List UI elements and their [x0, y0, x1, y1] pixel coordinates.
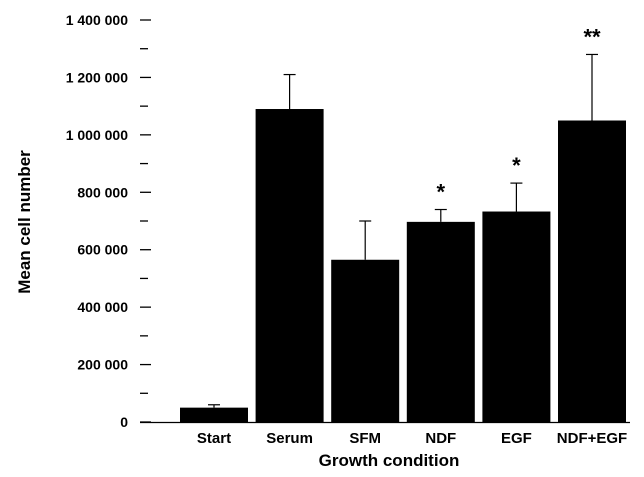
- bar: [558, 120, 626, 422]
- y-tick-label: 800 000: [77, 184, 128, 200]
- y-tick-label: 600 000: [77, 242, 128, 258]
- y-axis-title: Mean cell number: [15, 150, 34, 294]
- significance-label: *: [512, 153, 521, 178]
- x-axis-title: Growth condition: [319, 451, 460, 470]
- bar: [482, 211, 551, 422]
- bar: [255, 109, 324, 422]
- x-tick-label: Start: [197, 430, 231, 447]
- y-tick-label: 400 000: [77, 299, 128, 315]
- error-bars: [208, 53, 598, 408]
- bar: [180, 407, 248, 422]
- x-tick-label: EGF: [501, 430, 532, 447]
- bar: [331, 259, 400, 422]
- y-tick-label: 1 200 000: [66, 69, 128, 85]
- y-tick-label: 200 000: [77, 357, 128, 373]
- x-tick-label: SFM: [349, 430, 381, 447]
- x-tick-label: NDF+EGF: [557, 430, 627, 447]
- x-tick-label: NDF: [425, 430, 456, 447]
- bar: [406, 221, 475, 422]
- y-tick-label: 1 400 000: [66, 12, 128, 28]
- significance-markers: ****: [437, 24, 601, 204]
- y-tick-label: 0: [120, 414, 128, 430]
- x-axis: Start Serum SFM NDF EGF NDF+EGF: [140, 421, 630, 447]
- y-tick-label: 1 000 000: [66, 127, 128, 143]
- bars: [180, 109, 626, 422]
- y-axis: 0 200 000 400 000 600 000 800 000 1 000 000 1 …: [66, 12, 151, 430]
- x-tick-label: Serum: [266, 430, 313, 447]
- significance-label: *: [437, 180, 446, 205]
- significance-label: **: [583, 24, 601, 49]
